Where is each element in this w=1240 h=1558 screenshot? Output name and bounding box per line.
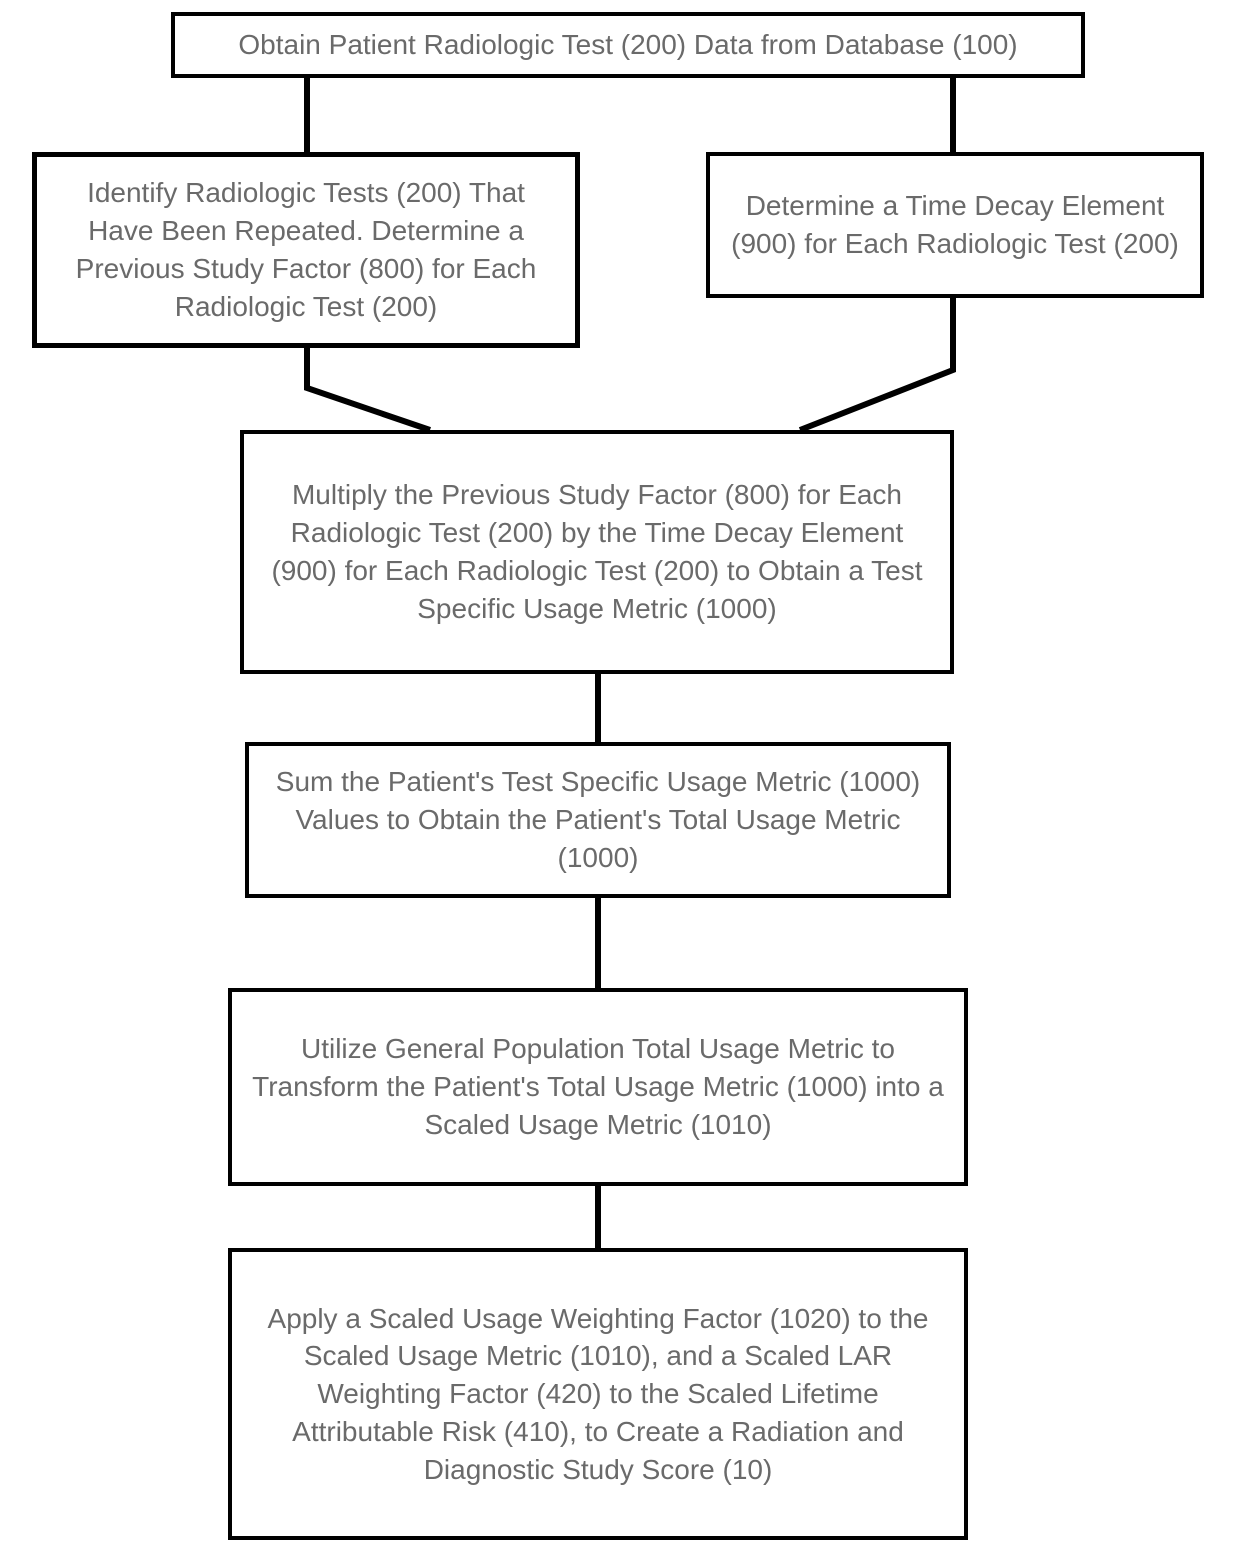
flow-node-identify-repeated-tests: Identify Radiologic Tests (200) That Hav… xyxy=(32,152,580,348)
flow-node-label: Determine a Time Decay Element (900) for… xyxy=(728,187,1182,263)
flow-node-label: Multiply the Previous Study Factor (800)… xyxy=(262,476,932,627)
flowchart-stage: { "diagram": { "type": "flowchart", "bac… xyxy=(0,0,1240,1558)
flow-node-label: Utilize General Population Total Usage M… xyxy=(250,1030,946,1143)
flow-node-multiply-factors: Multiply the Previous Study Factor (800)… xyxy=(240,430,954,674)
flow-node-label: Obtain Patient Radiologic Test (200) Dat… xyxy=(238,26,1017,64)
flow-node-time-decay: Determine a Time Decay Element (900) for… xyxy=(706,152,1204,298)
flow-node-label: Identify Radiologic Tests (200) That Hav… xyxy=(55,174,557,325)
connector xyxy=(800,298,953,430)
connector xyxy=(307,348,430,430)
flow-node-scale-usage-metric: Utilize General Population Total Usage M… xyxy=(228,988,968,1186)
flow-node-apply-weighting-factors: Apply a Scaled Usage Weighting Factor (1… xyxy=(228,1248,968,1540)
flow-node-sum-usage-metric: Sum the Patient's Test Specific Usage Me… xyxy=(245,742,951,898)
flow-node-label: Sum the Patient's Test Specific Usage Me… xyxy=(267,763,929,876)
flow-node-label: Apply a Scaled Usage Weighting Factor (1… xyxy=(250,1300,946,1489)
flow-node-obtain-data: Obtain Patient Radiologic Test (200) Dat… xyxy=(171,12,1085,78)
